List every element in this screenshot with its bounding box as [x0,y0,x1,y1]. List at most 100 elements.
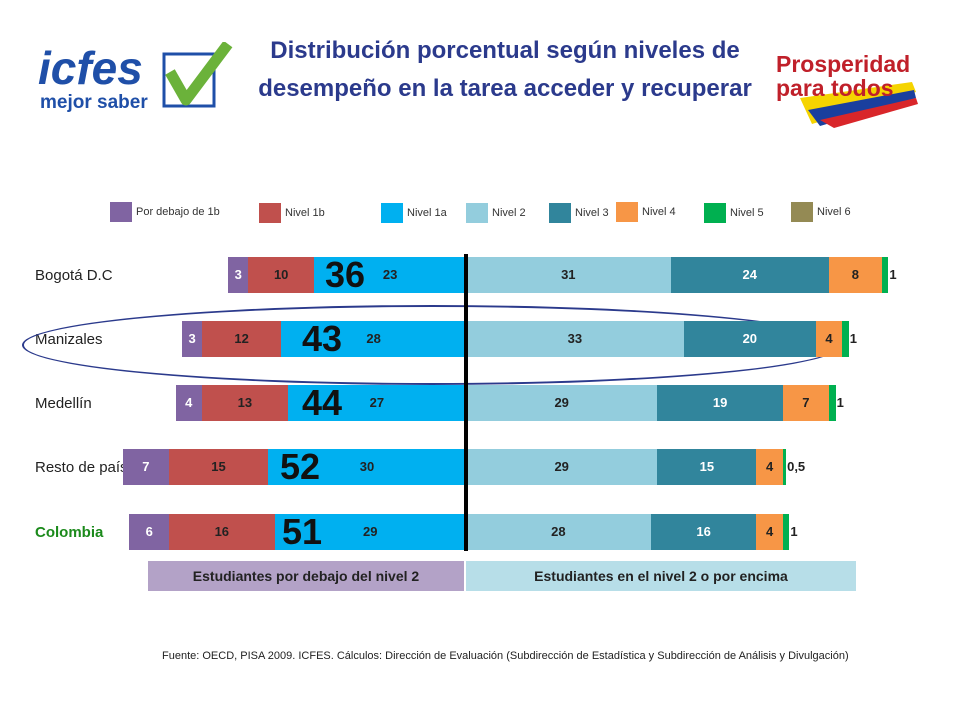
bar-segment [782,449,787,485]
bar-segment [202,321,282,357]
data-label: 31 [561,267,576,282]
data-label: 27 [369,395,385,410]
data-label: 24 [742,267,758,282]
data-label: 33 [567,331,583,346]
data-label: 7 [802,395,810,410]
bar-segment [670,257,829,293]
bar-segment [314,257,466,293]
data-label: 4 [825,331,833,346]
bar-segment [466,321,684,357]
category-label: Bogotá D.C [35,267,113,284]
bar-segment [202,385,288,421]
bar-segment [657,385,783,421]
prosperidad-line2: para todos [776,75,894,101]
legend-swatch [549,203,571,223]
bar-segment [169,514,275,550]
legend-swatch [616,202,638,222]
bar-segment [169,449,268,485]
legend-label: Nivel 5 [730,207,764,219]
data-label: 28 [551,524,566,539]
group-label-above: Estudiantes en el nivel 2 o por encima [466,561,856,591]
bar-segment [756,449,783,485]
data-label: 23 [382,267,398,282]
data-label: 4 [185,395,193,410]
data-label: 29 [554,395,569,410]
data-label: 20 [742,331,758,346]
bar-segment [274,514,466,550]
bar-segment [182,321,202,357]
prosperidad-logo: Prosperidad para todos [772,40,922,128]
bar-segment [657,449,757,485]
data-label: 4 [765,459,774,474]
data-label: 16 [696,524,711,539]
legend-label: Nivel 3 [575,207,609,219]
bar-segment [228,257,249,293]
bar-segment [829,385,836,421]
data-label: 10 [273,267,289,282]
data-label: 4 [765,524,774,539]
data-label: 13 [237,395,253,410]
data-label: 1 [889,267,897,282]
chart-title: Distribución porcentual según niveles de… [258,37,752,102]
group-label-below: Estudiantes por debajo del nivel 2 [148,561,464,591]
data-label: 15 [699,459,715,474]
bar-segment [248,257,315,293]
data-label: 30 [359,459,375,474]
bar-segment [268,449,466,485]
bar-segment [829,257,882,293]
bar-segment [842,321,849,357]
bar-segment [881,257,889,293]
data-label: 12 [234,331,249,346]
bar-segment [129,514,169,550]
data-label: 3 [234,267,242,282]
legend-swatch [791,202,813,222]
bar-segment [782,385,829,421]
data-label: 16 [214,524,230,539]
legend-label: Nivel 2 [492,207,526,219]
bar-segment [466,449,658,485]
level2-divider [464,254,468,551]
bar-segment [782,514,790,550]
data-label: 1 [849,331,858,346]
data-label: 8 [851,267,860,282]
icfes-tagline: mejor saber [40,92,148,113]
bar-segment [815,321,843,357]
legend-swatch [259,203,281,223]
bar-segment [466,257,671,293]
bar-segment [175,385,202,421]
category-label: Resto de país* [35,459,134,476]
below-level2-total: 51 [282,511,323,552]
icfes-wordmark: icfes [38,42,143,94]
legend-label: Por debajo de 1b [136,206,220,218]
data-label: 0,5 [787,459,806,474]
legend-label: Nivel 1a [407,207,447,219]
data-label: 28 [366,331,381,346]
bar-segment [756,514,783,550]
data-label: 15 [211,459,226,474]
bar-segment [466,385,658,421]
legend-swatch [466,203,488,223]
legend-label: Nivel 1b [285,207,325,219]
bar-segment [122,449,169,485]
legend-swatch [110,202,132,222]
legend-swatch [381,203,403,223]
data-label: 7 [142,459,150,474]
icfes-logo: icfes mejor saber [36,40,236,114]
source-note: Fuente: OECD, PISA 2009. ICFES. Cálculos… [162,650,849,662]
check-icon [165,40,233,106]
prosperidad-line1: Prosperidad [776,51,910,77]
below-level2-total: 52 [280,446,321,487]
bar-segment [287,385,466,421]
data-label: 1 [790,524,798,539]
data-label: 19 [712,395,728,410]
bar-segment [281,321,466,357]
bar-segment [650,514,757,550]
data-label: 1 [836,395,844,410]
data-label: 29 [554,459,569,474]
below-level2-total: 36 [325,254,366,295]
data-label: 6 [145,524,153,539]
bar-segment [466,514,651,550]
below-level2-total: 43 [302,318,343,359]
data-label: 3 [188,331,196,346]
category-label: Colombia [35,524,104,541]
